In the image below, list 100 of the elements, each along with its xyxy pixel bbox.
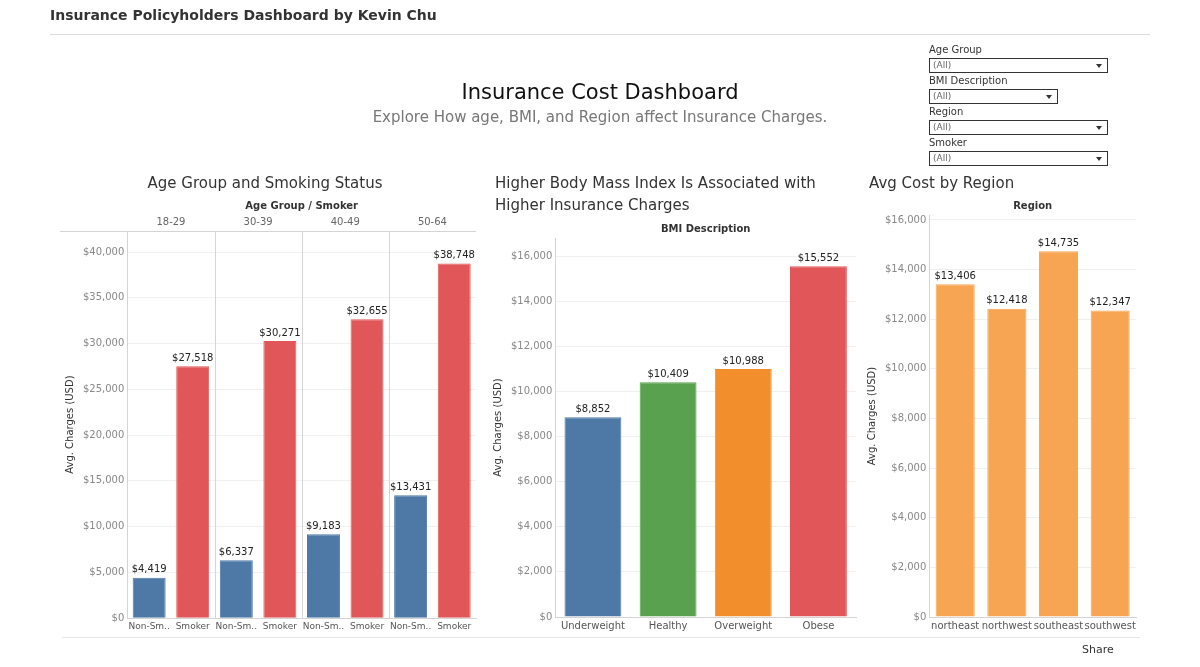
y-tick-label: $16,000 (884, 213, 927, 225)
bar (132, 577, 166, 618)
x-tick-label: northwest (981, 619, 1033, 631)
y-tick-label: $10,000 (884, 362, 927, 374)
y-tick-label: $4,000 (891, 511, 927, 523)
data-label: $4,419 (131, 563, 167, 575)
data-label: $27,518 (172, 351, 214, 363)
data-label: $14,735 (1037, 236, 1080, 248)
x-axis-title: Age Group / Smoker (245, 199, 359, 211)
data-label: $15,552 (797, 251, 840, 263)
x-tick-label: Smoker (175, 620, 211, 631)
x-tick-label: Smoker (262, 620, 298, 631)
y-tick-label: $14,000 (884, 263, 927, 275)
y-tick-label: $10,000 (82, 520, 125, 532)
data-label: $13,431 (389, 480, 432, 492)
y-tick-label: $8,000 (517, 430, 553, 442)
y-tick-label: $6,000 (891, 461, 927, 473)
x-tick-label: Non-Sm.. (389, 620, 432, 631)
bar (935, 284, 975, 617)
bar (437, 263, 471, 618)
y-tick-label: $40,000 (82, 245, 125, 257)
bar (1090, 310, 1130, 617)
y-tick-label: $2,000 (517, 565, 553, 577)
bar (394, 495, 428, 618)
chart-title: Avg Cost by Region (869, 173, 1016, 194)
x-tick-label: northeast (931, 619, 980, 631)
text: 30-39 (243, 215, 273, 227)
y-tick-label: $30,000 (82, 337, 125, 349)
y-axis-title: Avg. Charges (USD) (63, 375, 75, 474)
y-tick-label: $8,000 (891, 412, 927, 424)
bar (639, 382, 697, 617)
data-label: $13,406 (934, 269, 976, 281)
bar (564, 417, 622, 617)
data-label: $9,183 (305, 519, 341, 531)
bar (714, 369, 772, 617)
y-tick-label: $4,000 (517, 520, 553, 532)
y-tick-label: $0 (913, 610, 927, 622)
x-axis-title: BMI Description (660, 222, 751, 234)
x-tick-label: southwest (1084, 619, 1136, 631)
y-tick-label: $0 (539, 610, 553, 622)
y-tick-label: $15,000 (82, 474, 125, 486)
y-tick-label: $25,000 (82, 382, 125, 394)
x-tick-label: Non-Sm.. (215, 620, 258, 631)
text: Smoker (929, 137, 967, 148)
y-tick-label: $16,000 (510, 249, 553, 261)
x-tick-label: Smoker (437, 620, 472, 631)
y-tick-label: $5,000 (89, 566, 125, 578)
data-label: $6,337 (218, 545, 254, 557)
bar (306, 534, 340, 618)
text: 18-29 (156, 215, 186, 227)
bar (789, 266, 847, 617)
y-tick-label: $6,000 (517, 475, 553, 487)
text: Region (929, 106, 964, 117)
x-tick-label: Smoker (349, 620, 385, 631)
x-tick-label: Non-Sm.. (302, 620, 345, 631)
text: Share (1082, 643, 1114, 656)
y-axis-title: Avg. Charges (USD) (865, 366, 877, 466)
text: BMI Description (929, 75, 1008, 86)
text: (All) (929, 89, 1058, 104)
text: 50-64 (417, 215, 447, 227)
x-tick-label: southeast (1033, 619, 1084, 631)
data-label: $30,271 (259, 326, 301, 338)
data-label: $38,748 (433, 249, 475, 261)
y-tick-label: $12,000 (884, 312, 927, 324)
data-label: $10,409 (647, 367, 689, 379)
text: Insurance Policyholders Dashboard by Kevin Chu (50, 7, 437, 23)
text: Age Group (929, 44, 982, 55)
x-tick-label: Underweight (560, 619, 625, 631)
bar (987, 308, 1027, 617)
bar (1038, 251, 1079, 617)
y-tick-label: $14,000 (510, 294, 553, 306)
bar (176, 366, 210, 618)
data-label: $32,655 (346, 304, 388, 316)
bar (263, 341, 297, 618)
data-label: $10,988 (722, 354, 764, 366)
text: Explore How age, BMI, and Region affect Insurance Charges. (371, 108, 829, 126)
x-axis-title: Region (1013, 199, 1053, 211)
data-label: $12,347 (1089, 296, 1131, 308)
x-tick-label: Overweight (714, 619, 773, 631)
y-tick-label: $35,000 (82, 291, 125, 303)
bar (219, 560, 253, 618)
bar (350, 319, 384, 618)
text: Insurance Cost Dashboard (460, 80, 740, 104)
y-tick-label: $2,000 (891, 560, 927, 572)
text: (All) (929, 58, 1108, 73)
y-tick-label: $12,000 (510, 339, 553, 351)
x-tick-label: Obese (802, 619, 835, 631)
text: (All) (929, 120, 1108, 135)
chart-title: Higher Body Mass Index Is Associated with Higher Insurance Charges (495, 173, 817, 216)
y-tick-label: $20,000 (82, 428, 125, 440)
x-tick-label: Healthy (648, 619, 688, 631)
text: (All) (929, 151, 1108, 166)
text: 40-49 (330, 215, 360, 227)
data-label: $12,418 (986, 294, 1028, 306)
y-axis-title: Avg. Charges (USD) (491, 378, 503, 477)
x-tick-label: Non-Sm.. (128, 620, 170, 631)
y-tick-label: $0 (111, 611, 125, 623)
y-tick-label: $10,000 (510, 385, 553, 396)
chart-title: Age Group and Smoking Status (146, 173, 384, 194)
data-label: $8,852 (575, 402, 611, 414)
